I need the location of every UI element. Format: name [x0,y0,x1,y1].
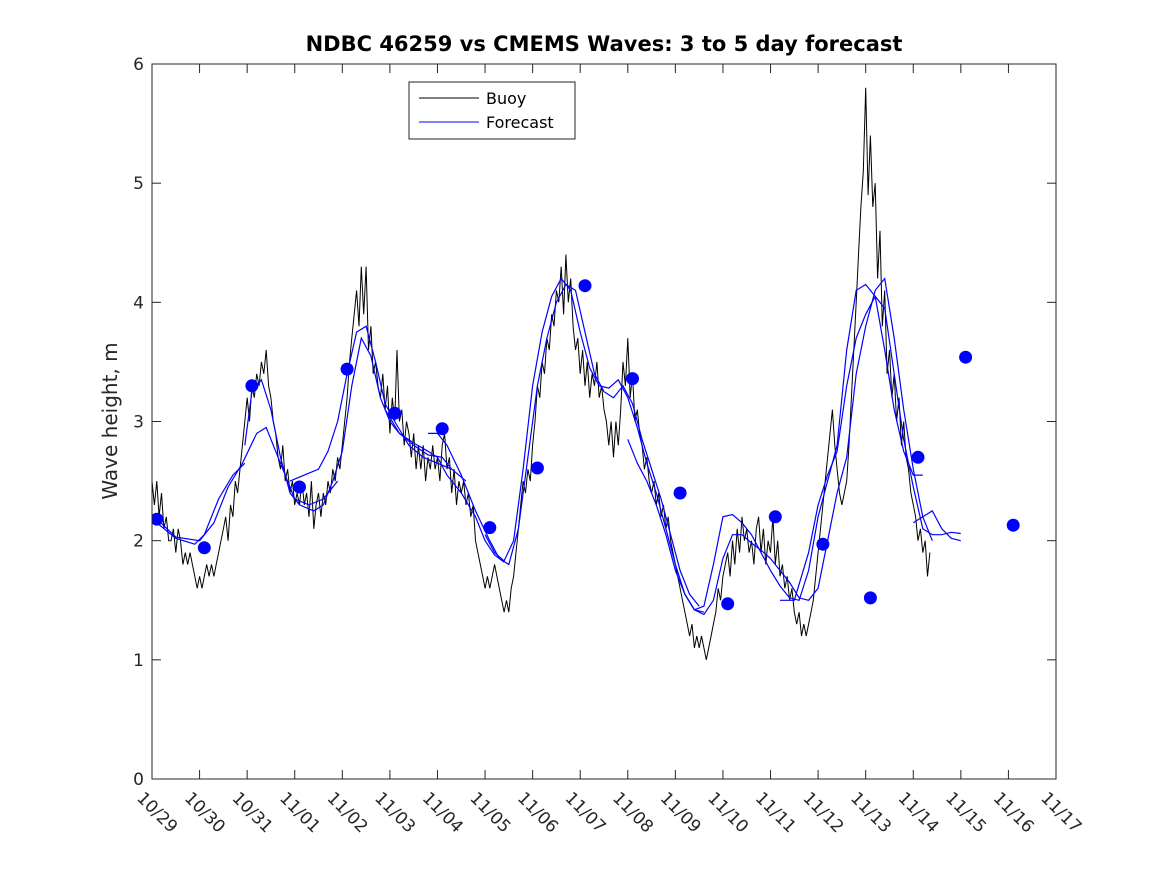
forecast-marker [959,350,973,364]
forecast-series-line-10 [780,295,961,601]
forecast-marker [293,480,306,494]
forecast-marker [816,537,830,551]
forecast-marker [245,379,259,393]
legend-forecast-label: Forecast [486,113,554,132]
y-axis-label: Wave height, m [98,342,122,499]
plot-area [152,64,1056,779]
forecast-series-line-2 [156,462,246,545]
forecast-series-line-8 [627,277,933,616]
axes-background [152,64,1056,779]
forecast-series-line-5 [384,409,453,470]
y-tick-label: 1 [133,651,144,671]
forecast-marker [340,362,354,376]
forecast-marker [721,597,735,611]
y-tick-label: 5 [133,174,144,194]
forecast-marker [626,372,639,386]
chart-title: NDBC 46259 vs CMEMS Waves: 3 to 5 day fo… [306,32,903,56]
forecast-marker [152,512,164,526]
forecast-marker [768,510,782,524]
legend-buoy-label: Buoy [486,89,526,108]
y-tick-label: 2 [133,532,144,552]
forecast-marker [863,591,877,605]
forecast-marker [673,486,687,500]
forecast-series-line-9 [684,283,923,611]
forecast-marker [483,521,497,535]
forecast-series-line-3 [244,336,505,563]
forecast-marker [435,422,449,436]
forecast-marker [578,279,592,293]
forecast-marker [197,541,211,555]
legend-box [408,81,576,140]
forecast-series-line-6 [428,283,700,607]
legend: Buoy Forecast [408,81,576,140]
buoy-series-line [152,87,931,660]
forecast-marker [1006,518,1020,532]
series-layer [152,87,1020,660]
forecast-series-line-4 [289,325,467,482]
forecast-marker [530,461,544,475]
forecast-marker [911,450,925,464]
forecast-series-line-11 [912,510,961,542]
y-tick-label: 3 [133,413,144,433]
y-tick-label: 4 [133,293,144,313]
forecast-marker [388,406,402,420]
y-tick-label: 0 [133,770,144,790]
y-tick-label: 6 [133,55,144,75]
forecast-series-line-7 [484,277,705,613]
